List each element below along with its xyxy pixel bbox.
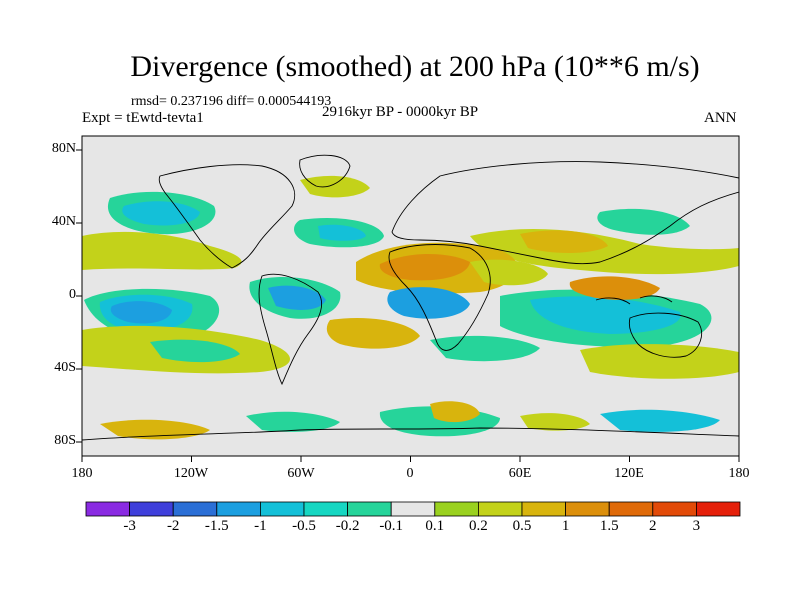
coast-africa bbox=[388, 244, 491, 351]
plot-title: Divergence (smoothed) at 200 hPa (10**6 … bbox=[130, 50, 700, 83]
field-patch bbox=[600, 409, 720, 432]
coast-south-america bbox=[258, 273, 322, 386]
colorbar-label: 2 bbox=[649, 518, 657, 534]
colorbar-box bbox=[608, 501, 654, 517]
coast-eurasia bbox=[391, 161, 739, 265]
rmsd-diff-stats: rmsd= 0.237196 diff= 0.000544193 bbox=[131, 94, 332, 109]
lon-label-120w: 120W bbox=[173, 466, 209, 481]
colorbar-box bbox=[390, 501, 436, 517]
colorbar-box bbox=[259, 501, 305, 517]
coast-north-america bbox=[158, 164, 296, 269]
divergence-fields bbox=[82, 175, 739, 440]
colorbar-box bbox=[347, 501, 392, 517]
field-patch bbox=[318, 224, 366, 241]
period-label: 2916kyr BP - 0000kyr BP bbox=[322, 104, 479, 120]
colorbar-label: 0.5 bbox=[512, 518, 532, 534]
colorbar-label: -0.1 bbox=[379, 518, 404, 534]
experiment-label: Expt = tEwtd-tevta1 bbox=[82, 110, 204, 126]
coast-indonesia bbox=[595, 295, 673, 305]
lon-label-180e: 180 bbox=[728, 466, 750, 481]
field-patch bbox=[82, 231, 242, 270]
colorbar-box bbox=[129, 501, 174, 517]
field-patch bbox=[268, 285, 326, 310]
field-patch bbox=[520, 413, 590, 431]
colorbar-box bbox=[652, 501, 697, 517]
field-patch bbox=[387, 287, 470, 319]
lat-label-40s: 40S bbox=[54, 360, 76, 375]
lat-label-80n: 80N bbox=[51, 141, 76, 156]
field-patch bbox=[569, 276, 660, 300]
colorbar-label: 1.5 bbox=[599, 518, 619, 534]
field-patch bbox=[430, 335, 540, 362]
lon-label-180w: 180 bbox=[71, 466, 93, 481]
colorbar-box bbox=[172, 501, 218, 517]
field-patch bbox=[470, 259, 548, 286]
field-patch bbox=[520, 230, 608, 253]
colorbar-label: 1 bbox=[561, 518, 570, 534]
colorbar-box bbox=[521, 501, 566, 517]
colorbar bbox=[85, 501, 741, 517]
field-patch bbox=[300, 175, 370, 198]
season-label: ANN bbox=[704, 110, 737, 126]
colorbar-label: -0.2 bbox=[335, 518, 360, 534]
colorbar-label: 0.1 bbox=[425, 518, 445, 534]
colorbar-label: -2 bbox=[166, 518, 180, 534]
colorbar-label: -1 bbox=[254, 518, 267, 534]
lon-label-60e: 60E bbox=[508, 466, 532, 481]
colorbar-box bbox=[303, 501, 348, 517]
coast-greenland bbox=[299, 154, 351, 188]
lon-label-60w: 60W bbox=[287, 466, 315, 481]
colorbar-box bbox=[434, 501, 479, 517]
field-patch bbox=[530, 296, 681, 334]
colorbar-label: 0.2 bbox=[469, 518, 488, 534]
coast-australia bbox=[628, 312, 702, 358]
colorbar-label: -1.5 bbox=[204, 518, 229, 534]
colorbar-label: -3 bbox=[123, 518, 136, 534]
coast-antarctica bbox=[82, 427, 739, 441]
colorbar-box bbox=[565, 501, 610, 517]
lon-label-120e: 120E bbox=[614, 466, 644, 481]
coastlines bbox=[82, 154, 739, 441]
field-patch bbox=[150, 339, 240, 363]
field-patch bbox=[379, 254, 470, 281]
field-patch bbox=[122, 201, 200, 226]
colorbar-box bbox=[696, 501, 741, 517]
tick-marks bbox=[76, 149, 740, 462]
field-patch bbox=[580, 344, 739, 379]
colorbar-box bbox=[477, 501, 523, 517]
lat-label-40n: 40N bbox=[51, 214, 76, 229]
field-patch bbox=[326, 317, 420, 349]
colorbar-box bbox=[85, 501, 130, 517]
field-patch bbox=[246, 411, 340, 432]
lat-label-0: 0 bbox=[69, 287, 76, 302]
colorbar-label: 3 bbox=[692, 518, 701, 534]
field-patch bbox=[110, 301, 172, 324]
lon-label-0: 0 bbox=[406, 466, 414, 481]
field-patch bbox=[430, 401, 480, 423]
lat-label-80s: 80S bbox=[54, 433, 76, 448]
colorbar-box bbox=[216, 501, 261, 517]
colorbar-label: -0.5 bbox=[292, 518, 316, 534]
